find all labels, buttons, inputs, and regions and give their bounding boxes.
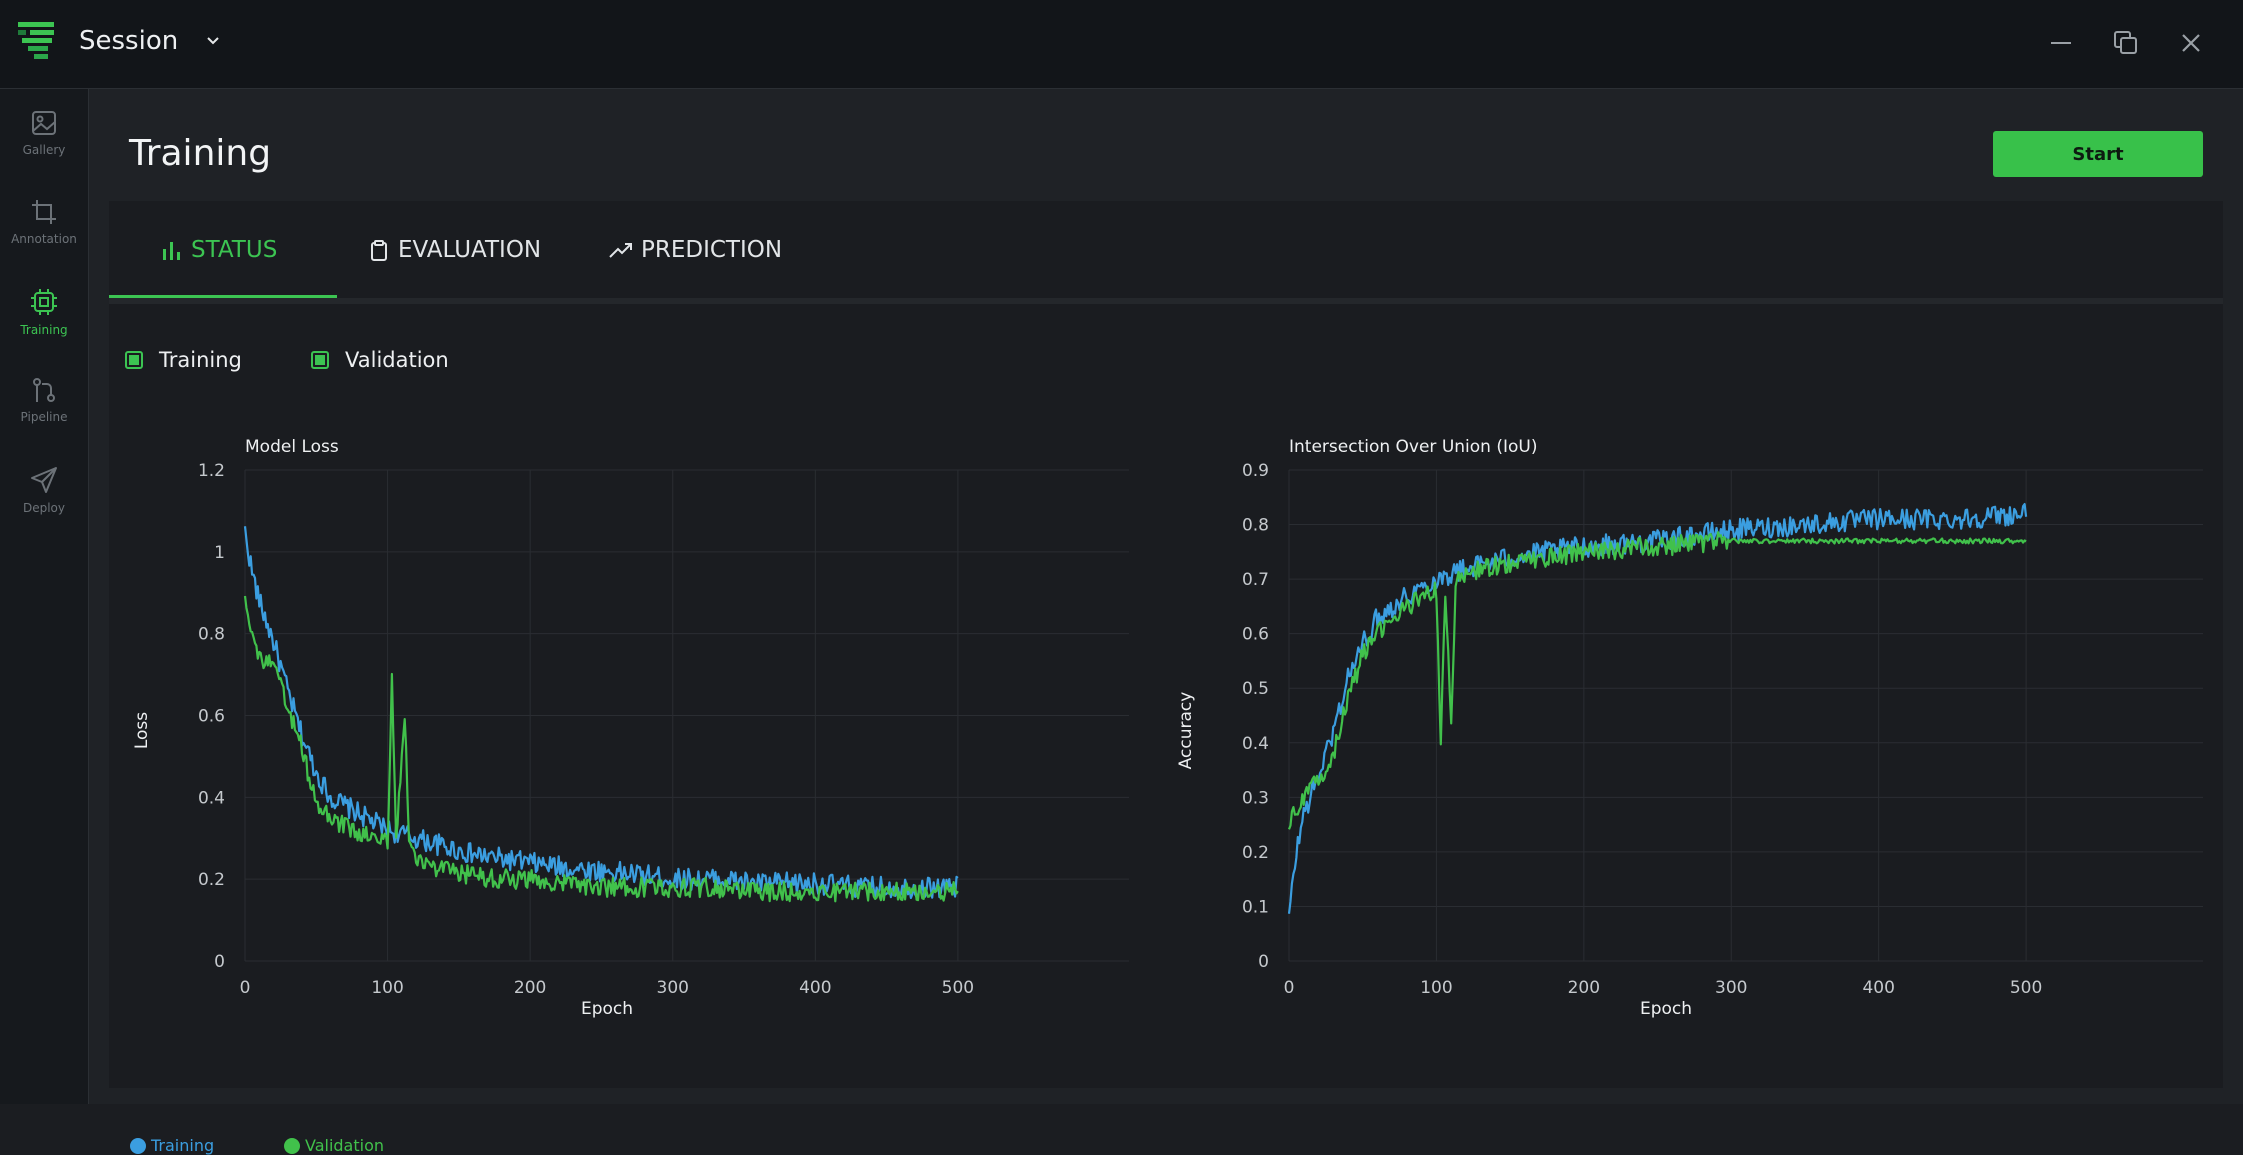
- tab-label: PREDICTION: [641, 236, 783, 263]
- restore-icon[interactable]: [2111, 28, 2141, 58]
- tab-status[interactable]: STATUS: [161, 201, 277, 298]
- x-tick-label: 100: [1420, 978, 1452, 998]
- x-axis-label: Epoch: [1640, 999, 1692, 1019]
- x-tick-label: 0: [1284, 978, 1295, 998]
- loss-chart: 0 0.2 0.4 0.6 0.8 1 1.2 0 100 200 300 400 500 Epoch Lo…: [132, 461, 1129, 1019]
- x-tick-label: 0: [240, 978, 251, 998]
- legend-label: Validation: [305, 1136, 385, 1155]
- bar-chart-icon: [163, 241, 180, 260]
- y-tick-label: 1.2: [198, 461, 225, 481]
- chevron-down-icon[interactable]: [203, 31, 223, 51]
- image-icon: [32, 111, 56, 135]
- y-tick-label: 0.4: [1242, 734, 1269, 754]
- loss-chart-title: Model Loss: [245, 437, 339, 457]
- iou-chart: 0 0.1 0.2 0.3 0.4 0.5 0.6 0.7 0.8 0.9 0 100 200 300 40…: [1176, 461, 2203, 1019]
- active-tab-indicator: [109, 295, 337, 298]
- x-tick-label: 400: [799, 978, 831, 998]
- y-tick-label: 0: [1258, 952, 1269, 972]
- close-icon[interactable]: [2176, 28, 2206, 58]
- iou-chart-title: Intersection Over Union (IoU): [1289, 437, 1538, 457]
- series-line-training: [243, 526, 959, 899]
- send-icon: [31, 467, 57, 493]
- sidebar-item-label: Annotation: [11, 232, 77, 246]
- x-axis-label: Epoch: [581, 999, 633, 1019]
- legend-label: Training: [151, 1136, 215, 1155]
- y-tick-label: 0.8: [198, 625, 225, 645]
- sidebar-item-label: Deploy: [22, 501, 66, 515]
- y-tick-label: 0.6: [1242, 625, 1269, 645]
- y-tick-label: 0.2: [198, 870, 225, 890]
- y-tick-label: 0.6: [198, 707, 225, 727]
- grid: [1288, 469, 2203, 962]
- tab-evaluation[interactable]: EVALUATION: [368, 201, 541, 298]
- legend-dot: [284, 1137, 300, 1154]
- y-tick-label: 0.8: [1242, 516, 1269, 536]
- clipboard-icon: [371, 239, 387, 261]
- sidebar-item-label: Gallery: [22, 143, 66, 157]
- y-tick-label: 0.9: [1242, 461, 1269, 481]
- sidebar-item-pipeline[interactable]: Pipeline: [0, 376, 88, 456]
- title-bar: Session: [0, 0, 2243, 89]
- sidebar-item-deploy[interactable]: Deploy: [0, 465, 88, 545]
- checkbox-icon[interactable]: [125, 351, 143, 369]
- legend-validation[interactable]: Validation: [284, 1136, 384, 1155]
- sidebar-item-label: Training: [20, 323, 68, 337]
- tab-prediction[interactable]: PREDICTION: [609, 201, 782, 298]
- app-logo-icon: [18, 22, 54, 59]
- grid: [244, 469, 1129, 962]
- chip-icon: [31, 289, 57, 315]
- x-tick-label: 200: [514, 978, 546, 998]
- sidebar: Gallery Annotation Training: [0, 89, 89, 1104]
- sidebar-item-label: Pipeline: [20, 410, 68, 424]
- tab-bar: STATUS EVALUATION PREDICTION: [109, 201, 2223, 304]
- pipeline-icon: [33, 378, 55, 402]
- x-tick-label: 200: [1568, 978, 1600, 998]
- trending-up-icon: [609, 242, 632, 258]
- series-line-validation: [1287, 531, 2027, 830]
- y-tick-label: 0.7: [1242, 570, 1269, 590]
- series-line-validation: [243, 595, 959, 903]
- y-tick-label: 0.5: [1242, 679, 1269, 699]
- y-axis-label: Accuracy: [1176, 692, 1196, 770]
- y-tick-label: 0.3: [1242, 788, 1269, 808]
- tab-label: EVALUATION: [398, 236, 542, 263]
- sidebar-item-gallery[interactable]: Gallery: [0, 109, 88, 189]
- x-tick-label: 100: [371, 978, 403, 998]
- y-tick-label: 1: [214, 543, 225, 563]
- checkbox-label: Training: [159, 348, 242, 372]
- checkbox-label: Validation: [345, 348, 449, 372]
- validation-checkbox[interactable]: Validation: [311, 348, 449, 372]
- x-tick-label: 300: [1715, 978, 1747, 998]
- y-axis-label: Loss: [132, 712, 152, 749]
- training-checkbox[interactable]: Training: [125, 348, 242, 372]
- x-tick-label: 500: [2010, 978, 2042, 998]
- sidebar-item-training[interactable]: Training: [0, 287, 88, 367]
- y-tick-label: 0: [214, 952, 225, 972]
- y-tick-label: 0.2: [1242, 843, 1269, 863]
- start-button[interactable]: Start: [1993, 131, 2203, 177]
- minimize-icon[interactable]: [2046, 28, 2076, 58]
- x-tick-label: 500: [942, 978, 974, 998]
- legend-dot: [130, 1137, 146, 1154]
- legend-training[interactable]: Training: [130, 1136, 214, 1155]
- checkbox-icon[interactable]: [311, 351, 329, 369]
- y-tick-label: 0.1: [1242, 897, 1269, 917]
- y-tick-label: 0.4: [198, 788, 225, 808]
- training-panel: STATUS EVALUATION PREDICTION Training: [109, 201, 2223, 1155]
- x-tick-label: 400: [1862, 978, 1894, 998]
- crop-icon: [32, 200, 56, 224]
- sidebar-item-annotation[interactable]: Annotation: [0, 198, 88, 278]
- tab-label: STATUS: [191, 236, 278, 263]
- session-label[interactable]: Session: [79, 26, 179, 56]
- series-line-training: [1287, 503, 2028, 914]
- page-title: Training: [129, 133, 272, 174]
- x-tick-label: 300: [657, 978, 689, 998]
- main-content: Training Start STATUS EVALUATION: [89, 89, 2243, 1155]
